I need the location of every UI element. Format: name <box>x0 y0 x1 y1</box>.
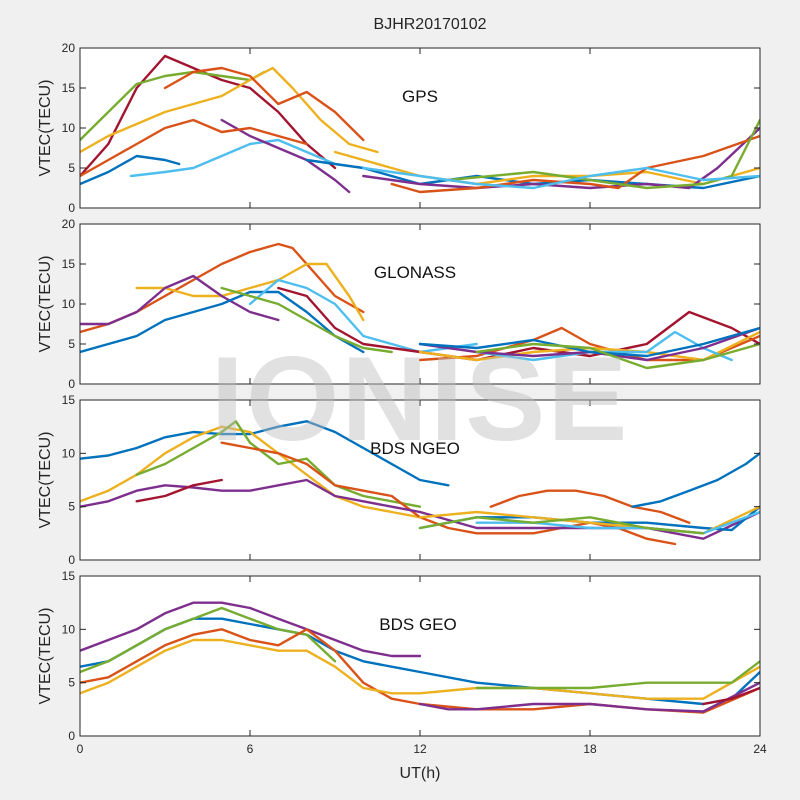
y-tick-label: 20 <box>62 41 76 55</box>
series-group <box>80 242 760 370</box>
x-tick-label: 0 <box>77 742 84 756</box>
series-line-8 <box>702 686 760 706</box>
y-tick-label: 10 <box>62 297 76 311</box>
panel-label: GLONASS <box>374 263 456 282</box>
y-axis-label: VTEC(TECU) <box>37 432 54 529</box>
series-line-3 <box>80 274 280 326</box>
y-tick-label: 5 <box>68 161 75 175</box>
series-line-6 <box>418 681 760 713</box>
y-axis-label: VTEC(TECU) <box>37 608 54 705</box>
series-line-5 <box>80 638 760 700</box>
series-line-6 <box>220 286 393 354</box>
y-tick-label: 5 <box>68 337 75 351</box>
series-line-2 <box>135 262 365 322</box>
series-line-13 <box>447 118 760 190</box>
y-tick-label: 0 <box>68 201 75 215</box>
x-tick-label: 12 <box>413 742 427 756</box>
y-axis-label: VTEC(TECU) <box>37 256 54 353</box>
y-axis-label: VTEC(TECU) <box>37 80 54 177</box>
watermark: IONISE <box>211 332 630 466</box>
series-line-13 <box>475 342 760 370</box>
y-tick-label: 15 <box>62 569 76 583</box>
panel-bds-geo: 0 6 12 18 24 0 5 10 15 VTEC(TECU) BDS GEO <box>37 569 767 756</box>
series-group <box>80 54 760 194</box>
series-line-5 <box>80 154 181 186</box>
series-line-1 <box>80 420 450 487</box>
series-line-1 <box>80 601 422 658</box>
series-line-7 <box>220 118 351 194</box>
x-tick-label: 18 <box>583 742 597 756</box>
panels: 0 5 10 15 20 VTEC(TECU) GPS 0 5 10 15 20 VTEC(TECU) G… <box>37 41 767 756</box>
x-tick-label: 6 <box>247 742 254 756</box>
y-tick-label: 0 <box>68 553 75 567</box>
x-tick-label: 24 <box>753 742 767 756</box>
series-line-12 <box>418 326 760 358</box>
y-tick-label: 15 <box>62 81 76 95</box>
series-line-9 <box>489 489 691 524</box>
y-tick-label: 5 <box>68 676 75 690</box>
series-line-12 <box>390 134 760 194</box>
y-tick-label: 10 <box>62 622 76 636</box>
series-line-3 <box>135 420 422 508</box>
y-tick-label: 20 <box>62 217 76 231</box>
panel-label: BDS GEO <box>379 615 456 634</box>
series-line-7 <box>475 660 760 690</box>
series-line-14 <box>362 166 760 190</box>
series-line-3 <box>80 606 337 674</box>
series-line-4 <box>80 290 365 354</box>
y-tick-label: 0 <box>68 729 75 743</box>
panel-label: BDS NGEO <box>370 439 460 458</box>
y-tick-label: 0 <box>68 377 75 391</box>
plot-area <box>80 224 760 384</box>
series-line-12 <box>418 516 705 535</box>
panel-glonass: 0 5 10 15 20 VTEC(TECU) GLONASS <box>37 217 761 391</box>
y-tick-label: 5 <box>68 500 75 514</box>
panel-gps: 0 5 10 15 20 VTEC(TECU) GPS <box>37 41 761 215</box>
series-line-6 <box>129 138 337 178</box>
chart-title: BJHR20170102 <box>374 16 487 33</box>
series-line-10 <box>631 452 760 508</box>
series-group <box>80 420 760 546</box>
series-line-6 <box>135 478 223 503</box>
panel-label: GPS <box>402 87 438 106</box>
series-line-3 <box>80 66 379 154</box>
series-line-4 <box>163 66 365 142</box>
series-line-10 <box>333 150 760 186</box>
series-line-2 <box>80 70 266 142</box>
series-line-8 <box>80 118 308 178</box>
y-tick-label: 15 <box>62 257 76 271</box>
y-tick-label: 10 <box>62 446 76 460</box>
y-tick-label: 15 <box>62 393 76 407</box>
series-line-11 <box>362 126 760 190</box>
x-axis-label: UT(h) <box>400 765 441 782</box>
series-group <box>80 601 760 714</box>
panel-bds-ngeo: 0 5 10 15 VTEC(TECU) BDS NGEO <box>37 393 761 567</box>
plot-area <box>80 48 760 208</box>
y-tick-label: 10 <box>62 121 76 135</box>
